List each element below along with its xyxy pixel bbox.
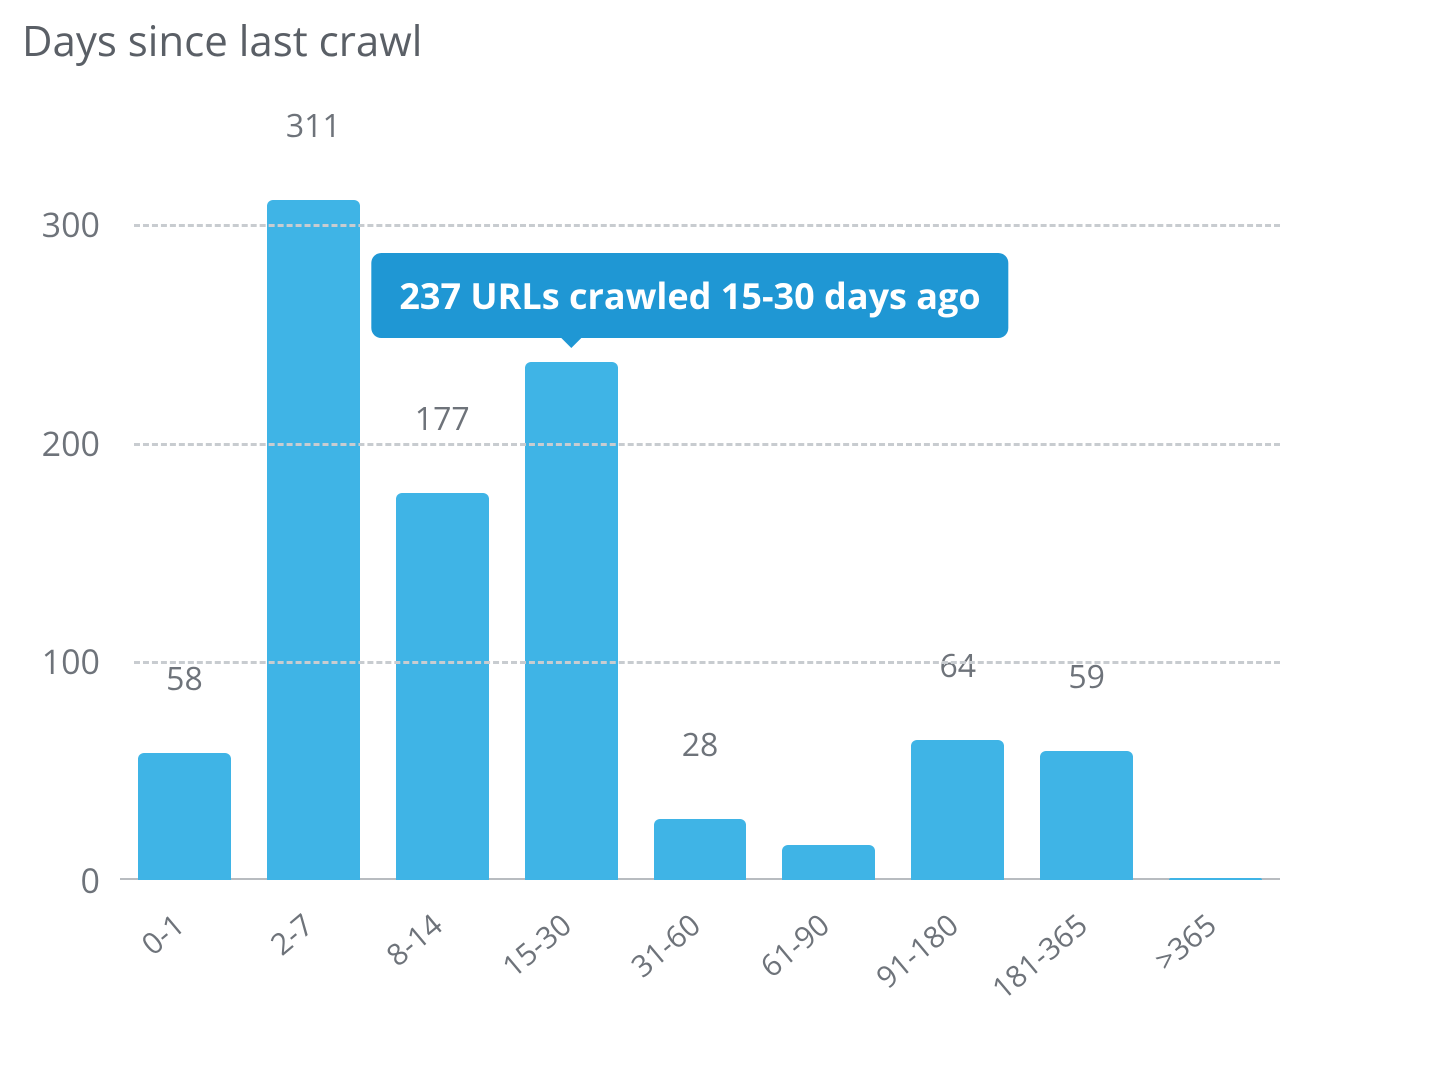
- bar-value-label: 64: [939, 644, 976, 687]
- x-tick-label: 181-365: [982, 904, 1095, 1008]
- bar-value-label: 311: [286, 104, 341, 147]
- crawl-age-chart: Days since last crawl 58311177286459 010…: [0, 0, 1440, 1080]
- bar[interactable]: [267, 200, 360, 880]
- bar-value-label: 28: [682, 723, 719, 766]
- y-tick-label: 0: [0, 857, 100, 903]
- x-tick-label: 31-60: [622, 904, 708, 986]
- x-tick-label: 15-30: [493, 904, 579, 986]
- tooltip: 237 URLs crawled 15-30 days ago: [371, 253, 1008, 338]
- gridline: [134, 661, 1280, 664]
- chart-title: Days since last crawl: [22, 12, 422, 69]
- x-tick-label: 0-1: [133, 904, 193, 964]
- y-tick-label: 200: [0, 420, 100, 466]
- gridline: [134, 443, 1280, 446]
- x-tick-label: 91-180: [867, 904, 966, 997]
- x-tick-label: 61-90: [751, 904, 837, 986]
- x-tick-label: >365: [1145, 904, 1224, 980]
- bar[interactable]: [396, 493, 489, 880]
- x-tick-label: 8-14: [377, 904, 450, 975]
- tooltip-arrow: [561, 338, 581, 348]
- y-tick-label: 100: [0, 638, 100, 684]
- y-tick-label: 300: [0, 201, 100, 247]
- bar[interactable]: [654, 819, 747, 880]
- gridline: [134, 224, 1280, 227]
- bar[interactable]: [911, 740, 1004, 880]
- bar[interactable]: [1040, 751, 1133, 880]
- bar-value-label: 177: [415, 397, 470, 440]
- bar[interactable]: [782, 845, 875, 880]
- bar[interactable]: [138, 753, 231, 880]
- bar[interactable]: [1169, 878, 1262, 880]
- x-tick-label: 2-7: [262, 904, 322, 964]
- bar[interactable]: [525, 362, 618, 880]
